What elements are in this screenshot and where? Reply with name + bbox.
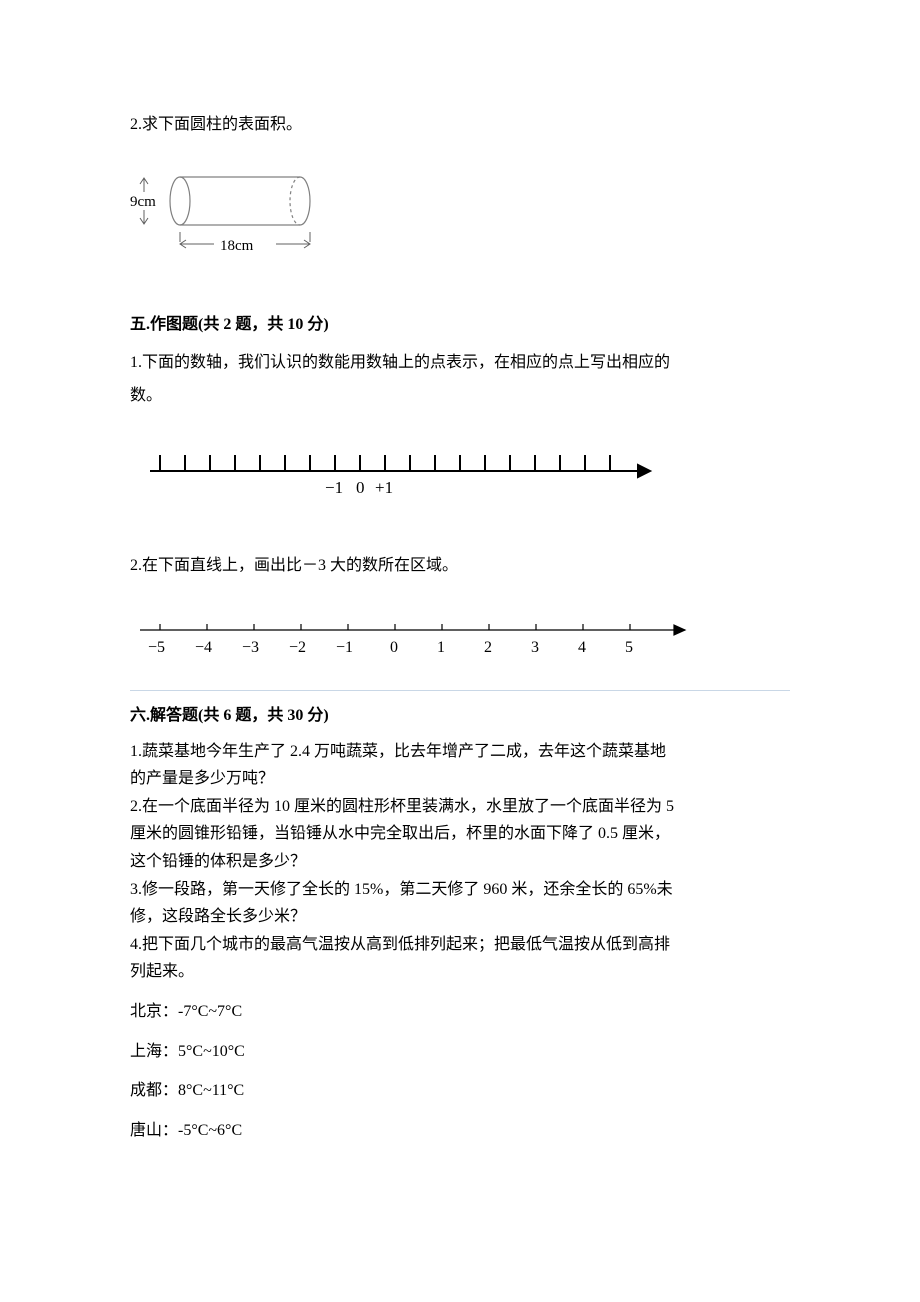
nl1-label-0: 0 (356, 478, 365, 497)
spacer (130, 142, 790, 170)
divider (130, 690, 790, 691)
nl2-label-5: 5 (625, 639, 633, 656)
nl2-label--5: −5 (148, 639, 165, 656)
nl1-label-neg1: −1 (325, 478, 343, 497)
s5-q1-line2: 数。 (130, 381, 790, 411)
temp-beijing: 北京：-7°C~7°C (130, 999, 790, 1025)
s5-q1-line1: 1.下面的数轴，我们认识的数能用数轴上的点表示，在相应的点上写出相应的 (130, 348, 790, 378)
cyl-length-label: 18cm (220, 238, 254, 254)
temp-chengdu: 成都：8°C~11°C (130, 1078, 790, 1104)
numberline-1: −1 0 +1 (130, 441, 690, 511)
s6-q3-l1: 3.修一段路，第一天修了全长的 15%，第二天修了 960 米，还余全长的 65… (130, 877, 790, 903)
section5-heading: 五.作图题(共 2 题，共 10 分) (130, 310, 790, 334)
section6-heading: 六.解答题(共 6 题，共 30 分) (130, 701, 790, 725)
spacer (130, 511, 790, 551)
nl2-label-4: 4 (578, 639, 586, 656)
spacer (130, 584, 790, 612)
s6-q4-l2: 列起来。 (130, 959, 790, 985)
nl2-label-1: 1 (437, 639, 445, 656)
nl1-label-pos1: +1 (375, 478, 393, 497)
s5-q2-prompt: 2.在下面直线上，画出比－3 大的数所在区域。 (130, 551, 790, 581)
s6-q1-l1: 1.蔬菜基地今年生产了 2.4 万吨蔬菜，比去年增产了二成，去年这个蔬菜基地 (130, 739, 790, 765)
page: 2.求下面圆柱的表面积。 9cm (0, 0, 920, 1302)
s6-q2-l2: 厘米的圆锥形铅锤，当铅锤从水中完全取出后，杯里的水面下降了 0.5 厘米， (130, 821, 790, 847)
nl2-label-2: 2 (484, 639, 492, 656)
spacer (130, 413, 790, 441)
cyl-height-label: 9cm (130, 194, 156, 210)
nl2-label-3: 3 (531, 639, 539, 656)
s6-q3-l2: 修，这段路全长多少米？ (130, 904, 790, 930)
temp-shanghai: 上海：5°C~10°C (130, 1039, 790, 1065)
nl2-label--3: −3 (242, 639, 259, 656)
s6-q2-l3: 这个铅锤的体积是多少？ (130, 849, 790, 875)
temp-tangshan: 唐山：-5°C~6°C (130, 1118, 790, 1144)
numberline-2: −5 −4 −3 −2 −1 0 1 2 3 4 5 (130, 612, 710, 672)
cylinder-diagram: 9cm 18cm (130, 170, 350, 270)
s4-q2-prompt: 2.求下面圆柱的表面积。 (130, 110, 790, 140)
nl2-label--2: −2 (289, 639, 306, 656)
nl2-label--1: −1 (336, 639, 353, 656)
nl2-label--4: −4 (195, 639, 212, 656)
s6-q1-l2: 的产量是多少万吨？ (130, 766, 790, 792)
s6-q2-l1: 2.在一个底面半径为 10 厘米的圆柱形杯里装满水，水里放了一个底面半径为 5 (130, 794, 790, 820)
s6-q4-l1: 4.把下面几个城市的最高气温按从高到低排列起来；把最低气温按从低到高排 (130, 932, 790, 958)
nl2-label-0: 0 (390, 639, 398, 656)
